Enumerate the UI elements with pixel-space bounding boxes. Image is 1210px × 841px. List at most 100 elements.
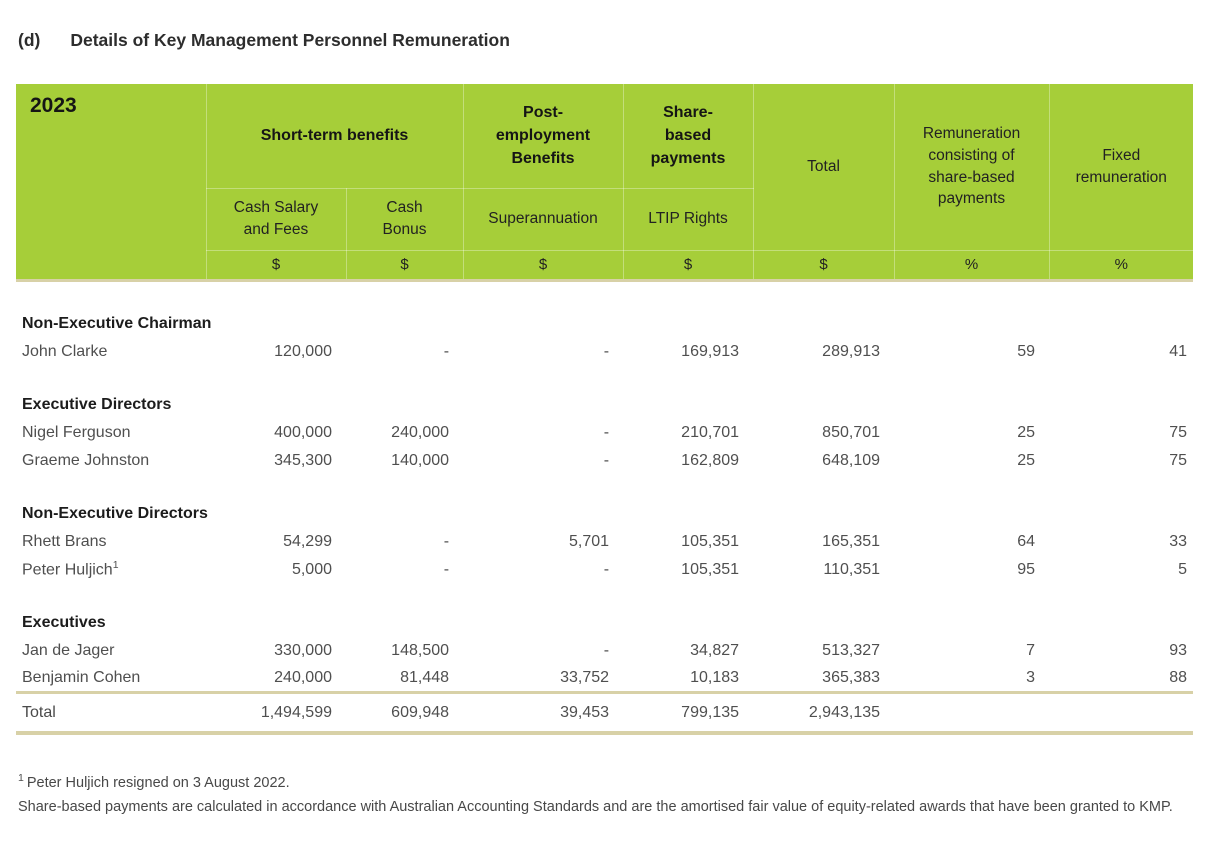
section-label: Executive Directors — [22, 396, 172, 413]
value-cell: 5,701 — [568, 532, 610, 550]
value-cell: 110,351 — [823, 560, 881, 578]
value-cell: 850,701 — [822, 423, 881, 441]
table-header: 2023 Short-term benefits Post-employment… — [16, 84, 1194, 280]
unit-fixed-remuneration: % — [1048, 249, 1194, 280]
table-row: Graeme Johnston 345,300 140,000 - 162,80… — [16, 447, 1193, 475]
value-cell: 33,752 — [560, 668, 610, 686]
person-name: John Clarke — [22, 342, 108, 360]
year-label: 2023 — [16, 84, 207, 280]
value-cell: 105,351 — [681, 532, 740, 550]
table-row: John Clarke 120,000 - - 169,913 289,913 … — [16, 338, 1193, 366]
percent-cell: 75 — [1169, 451, 1188, 469]
spacer-row — [16, 475, 1193, 501]
value-cell: 169,913 — [681, 342, 740, 360]
header-remuneration-share-based: Remuneration consisting of share-based p… — [893, 84, 1050, 251]
header-cash-bonus: Cash Bonus — [345, 187, 464, 251]
value-cell: 148,500 — [391, 641, 450, 659]
total-value-cell: 39,453 — [463, 691, 624, 735]
spacer-row — [16, 280, 1193, 311]
header-units-row: $ $ $ $ $ % % — [16, 249, 1194, 280]
section-label: Non-Executive Directors — [22, 505, 208, 522]
footnotes: 1 Peter Huljich resigned on 3 August 2022… — [18, 770, 1198, 819]
header-short-term-benefits: Short-term benefits — [205, 84, 464, 189]
person-name: Peter Huljich1 — [22, 559, 119, 579]
value-cell: 648,109 — [822, 451, 881, 469]
header-share-based-payments: Share-based payments — [622, 84, 754, 189]
total-value-cell: 609,948 — [346, 691, 464, 735]
value-cell: 240,000 — [391, 423, 450, 441]
percent-cell: 64 — [1017, 532, 1036, 550]
title-prefix: (d) — [18, 30, 41, 50]
value-cell: 345,300 — [274, 451, 332, 469]
value-cell: 330,000 — [274, 641, 332, 659]
value-cell: - — [443, 560, 450, 578]
percent-cell: 93 — [1169, 641, 1188, 659]
value-cell: - — [603, 451, 610, 469]
percent-cell: 7 — [1026, 641, 1036, 659]
title-text: Details of Key Management Personnel Remu… — [70, 30, 510, 50]
value-cell: - — [603, 641, 610, 659]
header-fixed-remuneration: Fixed remuneration — [1048, 84, 1194, 251]
percent-cell: 59 — [1017, 342, 1036, 360]
total-value-cell: 1,494,599 — [206, 691, 346, 735]
value-cell: 162,809 — [681, 451, 740, 469]
footnote-2: Share-based payments are calculated in a… — [18, 799, 1173, 816]
value-cell: 165,351 — [822, 532, 881, 550]
header-group-row: 2023 Short-term benefits Post-employment… — [16, 84, 1194, 280]
page-title: (d) Details of Key Management Personnel … — [18, 30, 1193, 51]
person-name: Rhett Brans — [22, 532, 107, 550]
value-cell: 240,000 — [274, 668, 332, 686]
total-row: Total 1,494,599 609,948 39,453 799,135 2… — [16, 691, 1194, 735]
table-row: Nigel Ferguson 400,000 240,000 - 210,701… — [16, 419, 1193, 447]
percent-cell: 33 — [1169, 532, 1188, 550]
value-cell: 5,000 — [291, 560, 332, 578]
unit-ltip: $ — [622, 249, 754, 280]
value-cell: 210,701 — [681, 423, 740, 441]
person-name: Jan de Jager — [22, 641, 115, 659]
unit-total: $ — [752, 249, 895, 280]
header-total: Total — [752, 84, 895, 251]
table-row: Peter Huljich1 5,000 - - 105,351 110,351… — [16, 556, 1193, 584]
value-cell: 10,183 — [690, 668, 740, 686]
value-cell: - — [443, 532, 450, 550]
value-cell: - — [603, 342, 610, 360]
person-name: Graeme Johnston — [22, 451, 150, 469]
spacer-row — [16, 584, 1193, 610]
value-cell: 140,000 — [391, 451, 450, 469]
section-label: Non-Executive Chairman — [22, 315, 212, 332]
total-value-cell: 2,943,135 — [753, 691, 895, 735]
percent-cell: 88 — [1169, 668, 1188, 686]
total-value-cell — [1049, 691, 1194, 735]
spacer-row — [16, 366, 1193, 392]
footnote-1-marker: 1 — [18, 772, 24, 784]
header-cash-salary-and-fees: Cash Salary and Fees — [205, 187, 347, 251]
header-post-employment-benefits: Post-employment Benefits — [462, 84, 624, 189]
value-cell: 34,827 — [690, 641, 740, 659]
header-superannuation: Superannuation — [462, 187, 624, 251]
total-value-cell — [894, 691, 1050, 735]
person-name: Nigel Ferguson — [22, 423, 131, 441]
unit-superannuation: $ — [462, 249, 624, 280]
percent-cell: 95 — [1017, 560, 1036, 578]
value-cell: 365,383 — [822, 668, 881, 686]
remuneration-table: 2023 Short-term benefits Post-employment… — [16, 84, 1194, 735]
value-cell: 54,299 — [283, 532, 332, 550]
percent-cell: 41 — [1169, 342, 1188, 360]
value-cell: - — [603, 560, 610, 578]
value-cell: 81,448 — [400, 668, 450, 686]
section-label-row: Executive Directors — [16, 392, 1193, 419]
table-row: Benjamin Cohen 240,000 81,448 33,752 10,… — [16, 665, 1193, 693]
percent-cell: 25 — [1017, 423, 1036, 441]
table-row: Rhett Brans 54,299 - 5,701 105,351 165,3… — [16, 528, 1193, 556]
percent-cell: 3 — [1026, 668, 1036, 686]
section-label-row: Executives — [16, 610, 1193, 637]
header-ltip-rights: LTIP Rights — [622, 187, 754, 251]
value-cell: 400,000 — [274, 423, 332, 441]
section-label: Executives — [22, 614, 106, 631]
total-label: Total — [16, 691, 206, 735]
person-name: Benjamin Cohen — [22, 668, 141, 686]
percent-cell: 5 — [1178, 560, 1188, 578]
value-cell: 289,913 — [822, 342, 881, 360]
section-label-row: Non-Executive Chairman — [16, 311, 1193, 338]
unit-remuneration-share-based: % — [893, 249, 1050, 280]
